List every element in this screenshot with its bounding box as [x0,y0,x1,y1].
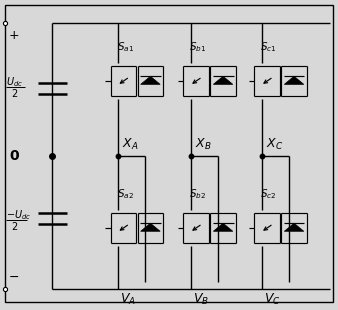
Text: $2$: $2$ [11,220,19,232]
Text: $S_{c2}$: $S_{c2}$ [260,187,277,201]
Polygon shape [284,76,304,84]
Text: $V_B$: $V_B$ [193,292,209,307]
Polygon shape [141,223,160,231]
Text: $X_C$: $X_C$ [266,136,283,152]
Text: $-U_{dc}$: $-U_{dc}$ [6,208,31,222]
Text: $V_C$: $V_C$ [264,292,281,307]
Text: $2$: $2$ [11,86,19,99]
Text: $V_A$: $V_A$ [120,292,137,307]
Polygon shape [213,76,233,84]
Polygon shape [141,76,160,84]
Text: $S_{b1}$: $S_{b1}$ [189,40,207,54]
Text: $X_B$: $X_B$ [195,136,212,152]
Text: $S_{a2}$: $S_{a2}$ [117,187,134,201]
Text: $S_{b2}$: $S_{b2}$ [189,187,206,201]
Text: $-$: $-$ [8,270,20,283]
Text: +: + [8,29,19,42]
Polygon shape [284,223,304,231]
Text: $X_A$: $X_A$ [122,136,139,152]
Text: $U_{dc}$: $U_{dc}$ [6,75,23,89]
Polygon shape [213,223,233,231]
Text: $S_{a1}$: $S_{a1}$ [117,40,134,54]
Text: $\mathbf{0}$: $\mathbf{0}$ [9,149,21,163]
Text: $S_{c1}$: $S_{c1}$ [260,40,277,54]
